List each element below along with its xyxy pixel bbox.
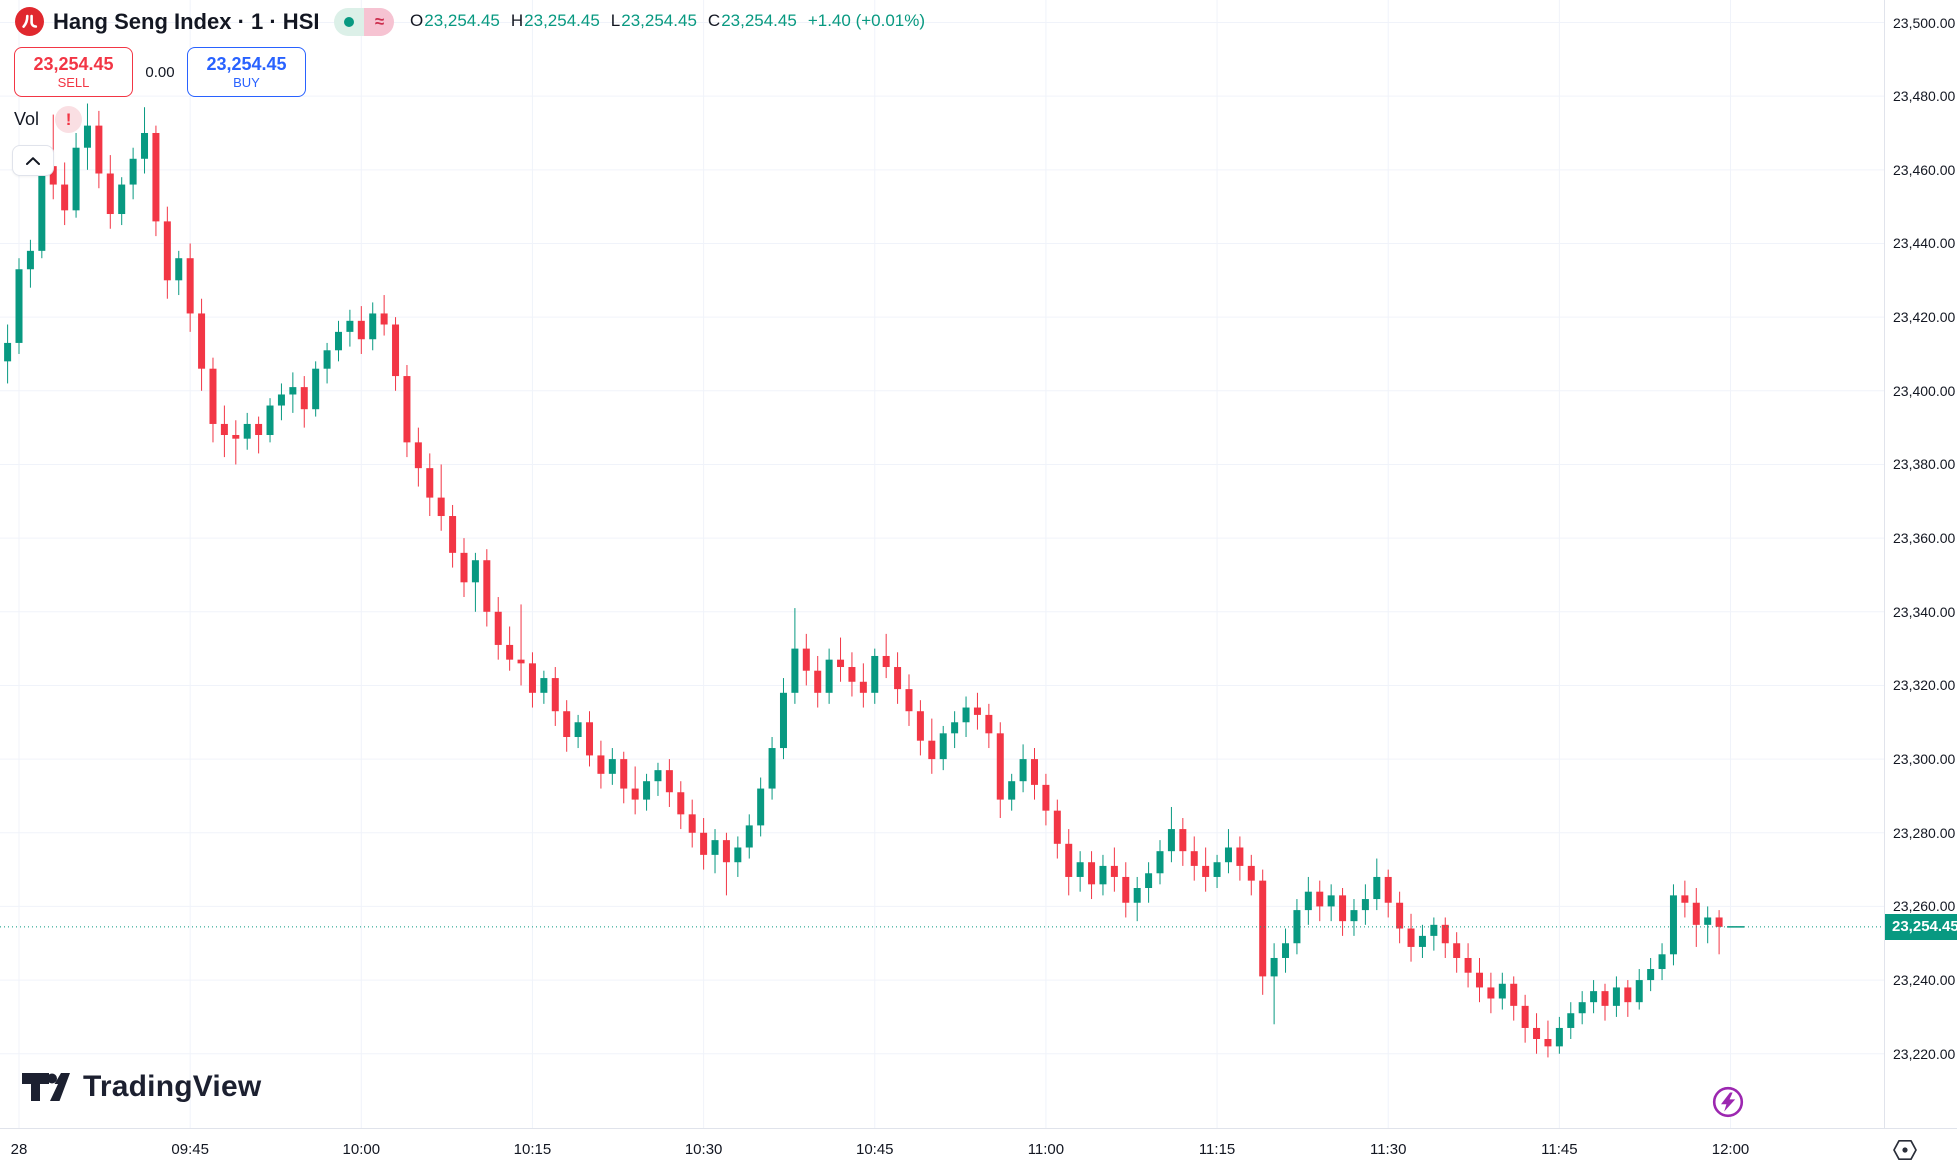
delayed-data-badge[interactable]: ≈ (364, 7, 395, 36)
lightning-icon (1712, 1086, 1744, 1118)
market-open-indicator[interactable] (334, 7, 365, 36)
vol-label[interactable]: Vol (14, 109, 40, 129)
market-open-dot-icon (344, 16, 355, 27)
time-axis-label: 09:45 (171, 1141, 209, 1158)
collapse-legend-button[interactable] (12, 145, 54, 176)
price-axis-label: 23,500.00 (1893, 14, 1956, 31)
price-axis-label: 23,220.00 (1893, 1045, 1956, 1062)
price-axis-label: 23,380.00 (1893, 456, 1956, 473)
close-value: 23,254.45 (721, 11, 797, 30)
time-axis-label: 11:45 (1541, 1141, 1578, 1158)
price-axis-label: 23,280.00 (1893, 824, 1956, 841)
chart-plot-area[interactable]: Hang Seng Index · 1 · HSI ≈ O23,254.45 H… (0, 0, 1884, 1128)
spread-value: 0.00 (145, 63, 175, 81)
sell-label: SELL (57, 74, 90, 90)
time-axis-label: 10:15 (513, 1141, 552, 1158)
price-axis[interactable]: 23,254.45 23,500.00 23,480.00 23,460.00 23,… (1884, 0, 1957, 1128)
buy-button[interactable]: 23,254.45 BUY (187, 47, 306, 97)
price-axis-label: 23,460.00 (1893, 161, 1956, 178)
ohlc-readout: O23,254.45 H23,254.45 L23,254.45 C23,254… (410, 11, 925, 31)
volume-legend: Vol ! (14, 106, 83, 133)
symbol-legend: Hang Seng Index · 1 · HSI ≈ (15, 7, 395, 36)
symbol-title[interactable]: Hang Seng Index · 1 · HSI (53, 8, 320, 34)
gear-icon (1893, 1139, 1917, 1161)
low-label: L (610, 11, 621, 30)
sell-price: 23,254.45 (33, 53, 114, 74)
hang-seng-logo-icon (15, 7, 44, 36)
price-axis-label: 23,400.00 (1893, 382, 1956, 399)
last-price-badge: 23,254.45 (1885, 913, 1957, 940)
watermark-text: TradingView (83, 1070, 262, 1103)
price-axis-label: 23,240.00 (1893, 972, 1956, 989)
time-axis-label: 11:30 (1369, 1141, 1407, 1158)
price-axis-label: 23,260.00 (1893, 898, 1956, 915)
ohlc-low: L23,254.45 (611, 11, 697, 31)
high-label: H (510, 11, 524, 30)
price-axis-label: 23,480.00 (1893, 88, 1956, 105)
tradingview-watermark[interactable]: TradingView (22, 1070, 261, 1104)
buy-label: BUY (233, 74, 260, 90)
open-value: 23,254.45 (424, 11, 500, 30)
trade-panel: 23,254.45 SELL 0.00 23,254.45 BUY (14, 47, 306, 97)
ohlc-high: H23,254.45 (511, 11, 600, 31)
time-axis[interactable]: 28 09:45 10:00 10:15 10:30 10:45 11:00 11:15 11:… (0, 1128, 1957, 1170)
delayed-data-icon: ≈ (374, 11, 385, 31)
candles-layer (4, 103, 1723, 1058)
boost-button[interactable] (1711, 1085, 1745, 1124)
candlestick-chart[interactable] (0, 0, 1884, 1128)
price-axis-label: 23,360.00 (1893, 530, 1956, 547)
time-axis-label: 28 (10, 1141, 28, 1158)
time-axis-label: 11:15 (1198, 1141, 1236, 1158)
chevron-up-icon (26, 156, 40, 165)
market-status-pill: ≈ (334, 7, 395, 36)
buy-price: 23,254.45 (206, 53, 287, 74)
sell-button[interactable]: 23,254.45 SELL (14, 47, 133, 97)
price-axis-label: 23,420.00 (1893, 309, 1956, 326)
price-axis-label: 23,320.00 (1893, 677, 1956, 694)
close-label: C (707, 11, 721, 30)
open-label: O (410, 11, 424, 30)
low-value: 23,254.45 (621, 11, 697, 30)
price-axis-label: 23,340.00 (1893, 603, 1956, 620)
time-axis-label: 11:00 (1027, 1141, 1065, 1158)
high-value: 23,254.45 (524, 11, 600, 30)
time-axis-label: 10:30 (684, 1141, 723, 1158)
ohlc-open: O23,254.45 (410, 11, 500, 31)
time-axis-label: 10:45 (855, 1141, 894, 1158)
axis-settings-button[interactable] (1893, 1139, 1917, 1166)
change-value: +1.40 (+0.01%) (807, 11, 926, 30)
ohlc-close: C23,254.45 (708, 11, 797, 31)
tradingview-logo-icon (22, 1073, 70, 1101)
price-axis-label: 23,300.00 (1893, 751, 1956, 768)
time-axis-label: 12:00 (1711, 1141, 1750, 1158)
warning-icon[interactable]: ! (55, 106, 83, 133)
time-axis-label: 10:00 (342, 1141, 381, 1158)
price-axis-label: 23,440.00 (1893, 235, 1956, 252)
